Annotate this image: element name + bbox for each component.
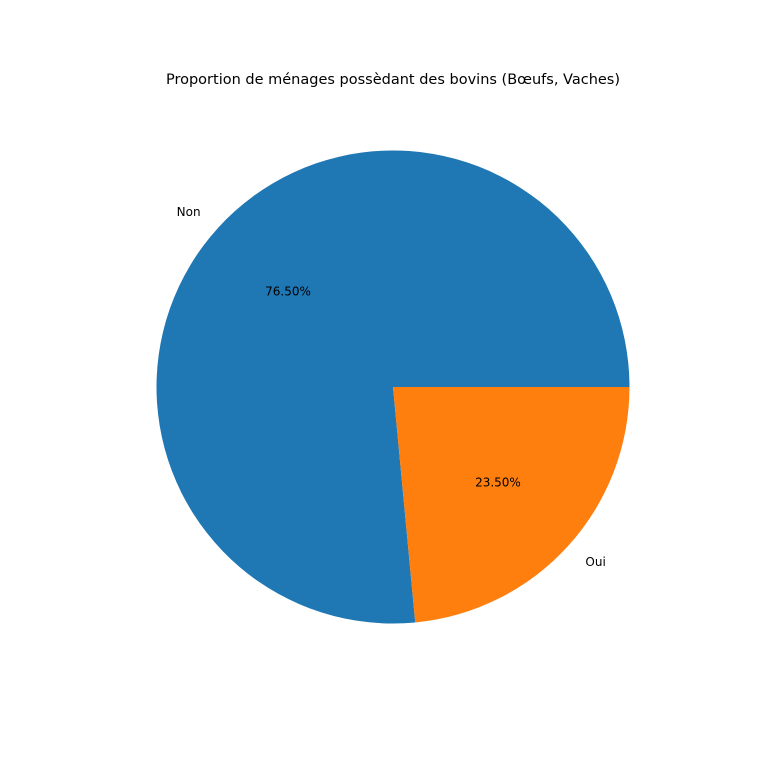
- pie-slice-oui: [393, 387, 630, 623]
- slice-label-oui: Oui: [585, 555, 605, 569]
- slice-label-non: Non: [177, 205, 201, 219]
- pct-label-oui: 23.50%: [475, 476, 521, 490]
- pie-labels: Non 76.50% Oui 23.50%: [177, 205, 606, 569]
- pct-label-non: 76.50%: [265, 284, 311, 298]
- chart-title: Proportion de ménages possèdant des bovi…: [166, 72, 620, 88]
- pie-slices: [156, 150, 630, 624]
